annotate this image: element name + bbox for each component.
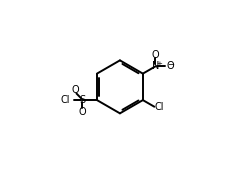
Text: N: N [152,61,159,71]
Text: O: O [79,107,86,117]
Text: Cl: Cl [155,102,165,112]
Text: O: O [152,50,159,60]
Text: S: S [79,95,85,105]
Text: O: O [167,61,174,71]
Text: Cl: Cl [61,95,70,105]
Text: +: + [156,61,162,67]
Text: O: O [71,85,79,95]
Text: −: − [167,60,174,69]
